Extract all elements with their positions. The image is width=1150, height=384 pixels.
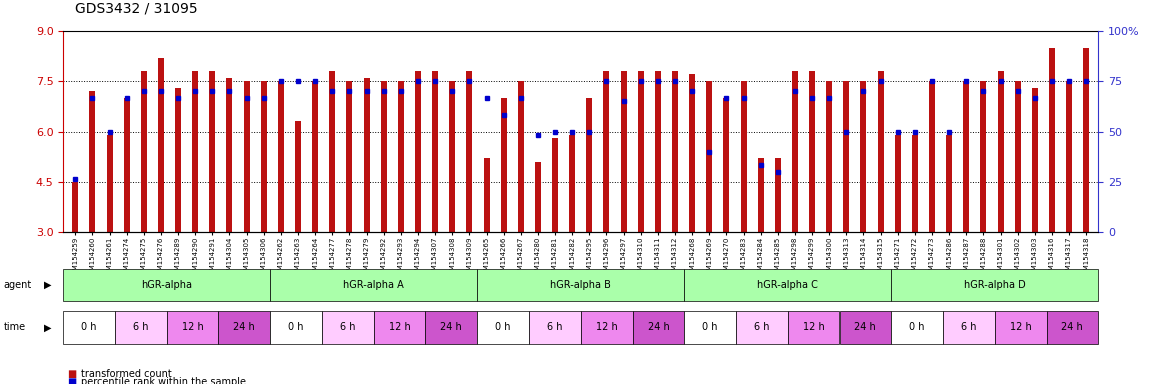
Bar <box>72 182 78 232</box>
Bar <box>689 74 695 232</box>
Bar <box>158 58 164 232</box>
Bar <box>124 98 130 232</box>
Bar <box>346 81 352 232</box>
Bar <box>946 135 952 232</box>
Bar <box>552 138 558 232</box>
Text: 12 h: 12 h <box>182 322 204 333</box>
Bar <box>929 81 935 232</box>
Text: time: time <box>3 322 25 333</box>
Bar <box>467 71 473 232</box>
Text: hGR-alpha B: hGR-alpha B <box>551 280 611 290</box>
Bar <box>912 135 918 232</box>
Text: 0 h: 0 h <box>910 322 925 333</box>
Text: 12 h: 12 h <box>389 322 411 333</box>
Bar <box>621 71 627 232</box>
Text: agent: agent <box>3 280 32 290</box>
Text: 24 h: 24 h <box>233 322 255 333</box>
Bar <box>877 71 883 232</box>
Bar <box>792 71 798 232</box>
Bar <box>981 81 987 232</box>
Text: 6 h: 6 h <box>961 322 976 333</box>
Bar <box>450 81 455 232</box>
Bar <box>723 98 729 232</box>
Bar <box>175 88 181 232</box>
Bar <box>1032 88 1037 232</box>
Text: ▶: ▶ <box>44 322 52 333</box>
Bar <box>398 81 404 232</box>
Bar <box>843 81 850 232</box>
Text: 24 h: 24 h <box>440 322 462 333</box>
Bar <box>90 91 95 232</box>
Bar <box>296 121 301 232</box>
Text: 0 h: 0 h <box>496 322 511 333</box>
Bar <box>518 81 523 232</box>
Bar <box>140 71 147 232</box>
Bar <box>415 71 421 232</box>
Text: 24 h: 24 h <box>854 322 876 333</box>
Bar <box>964 81 969 232</box>
Bar <box>278 81 284 232</box>
Text: hGR-alpha D: hGR-alpha D <box>964 280 1026 290</box>
Text: 6 h: 6 h <box>547 322 562 333</box>
Text: ▶: ▶ <box>44 280 52 290</box>
Bar <box>672 71 678 232</box>
Bar <box>810 71 815 232</box>
Bar <box>1083 48 1089 232</box>
Text: 0 h: 0 h <box>289 322 304 333</box>
Bar <box>381 81 386 232</box>
Text: 24 h: 24 h <box>1061 322 1083 333</box>
Text: 6 h: 6 h <box>340 322 355 333</box>
Text: ■: ■ <box>67 377 76 384</box>
Bar <box>261 81 267 232</box>
Text: GDS3432 / 31095: GDS3432 / 31095 <box>75 2 198 15</box>
Bar <box>997 71 1004 232</box>
Bar <box>569 135 575 232</box>
Bar <box>775 158 781 232</box>
Bar <box>654 71 661 232</box>
Text: 6 h: 6 h <box>754 322 769 333</box>
Text: percentile rank within the sample: percentile rank within the sample <box>81 377 245 384</box>
Bar <box>1014 81 1021 232</box>
Bar <box>758 158 764 232</box>
Text: hGR-alpha A: hGR-alpha A <box>344 280 404 290</box>
Bar <box>363 78 369 232</box>
Bar <box>586 98 592 232</box>
Bar <box>826 81 833 232</box>
Bar <box>604 71 610 232</box>
Text: 24 h: 24 h <box>647 322 669 333</box>
Bar <box>432 71 438 232</box>
Bar <box>741 81 746 232</box>
Bar <box>329 71 336 232</box>
Bar <box>638 71 644 232</box>
Text: ■: ■ <box>67 369 76 379</box>
Bar <box>227 78 232 232</box>
Text: 0 h: 0 h <box>82 322 97 333</box>
Text: 12 h: 12 h <box>1010 322 1032 333</box>
Bar <box>535 162 540 232</box>
Bar <box>860 81 866 232</box>
Text: 6 h: 6 h <box>133 322 148 333</box>
Bar <box>895 135 900 232</box>
Text: transformed count: transformed count <box>81 369 171 379</box>
Bar <box>312 81 319 232</box>
Bar <box>1049 48 1055 232</box>
Bar <box>1066 81 1072 232</box>
Bar <box>107 135 113 232</box>
Bar <box>209 71 215 232</box>
Bar <box>483 158 490 232</box>
Text: 0 h: 0 h <box>703 322 718 333</box>
Text: 12 h: 12 h <box>596 322 618 333</box>
Bar <box>244 81 250 232</box>
Bar <box>500 98 507 232</box>
Text: hGR-alpha C: hGR-alpha C <box>758 280 818 290</box>
Bar <box>192 71 198 232</box>
Text: hGR-alpha: hGR-alpha <box>141 280 192 290</box>
Text: 12 h: 12 h <box>803 322 825 333</box>
Bar <box>706 81 712 232</box>
